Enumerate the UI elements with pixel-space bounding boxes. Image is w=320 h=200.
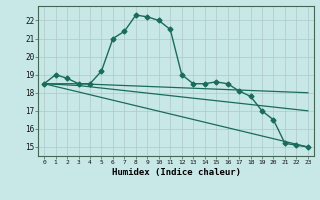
- X-axis label: Humidex (Indice chaleur): Humidex (Indice chaleur): [111, 168, 241, 177]
